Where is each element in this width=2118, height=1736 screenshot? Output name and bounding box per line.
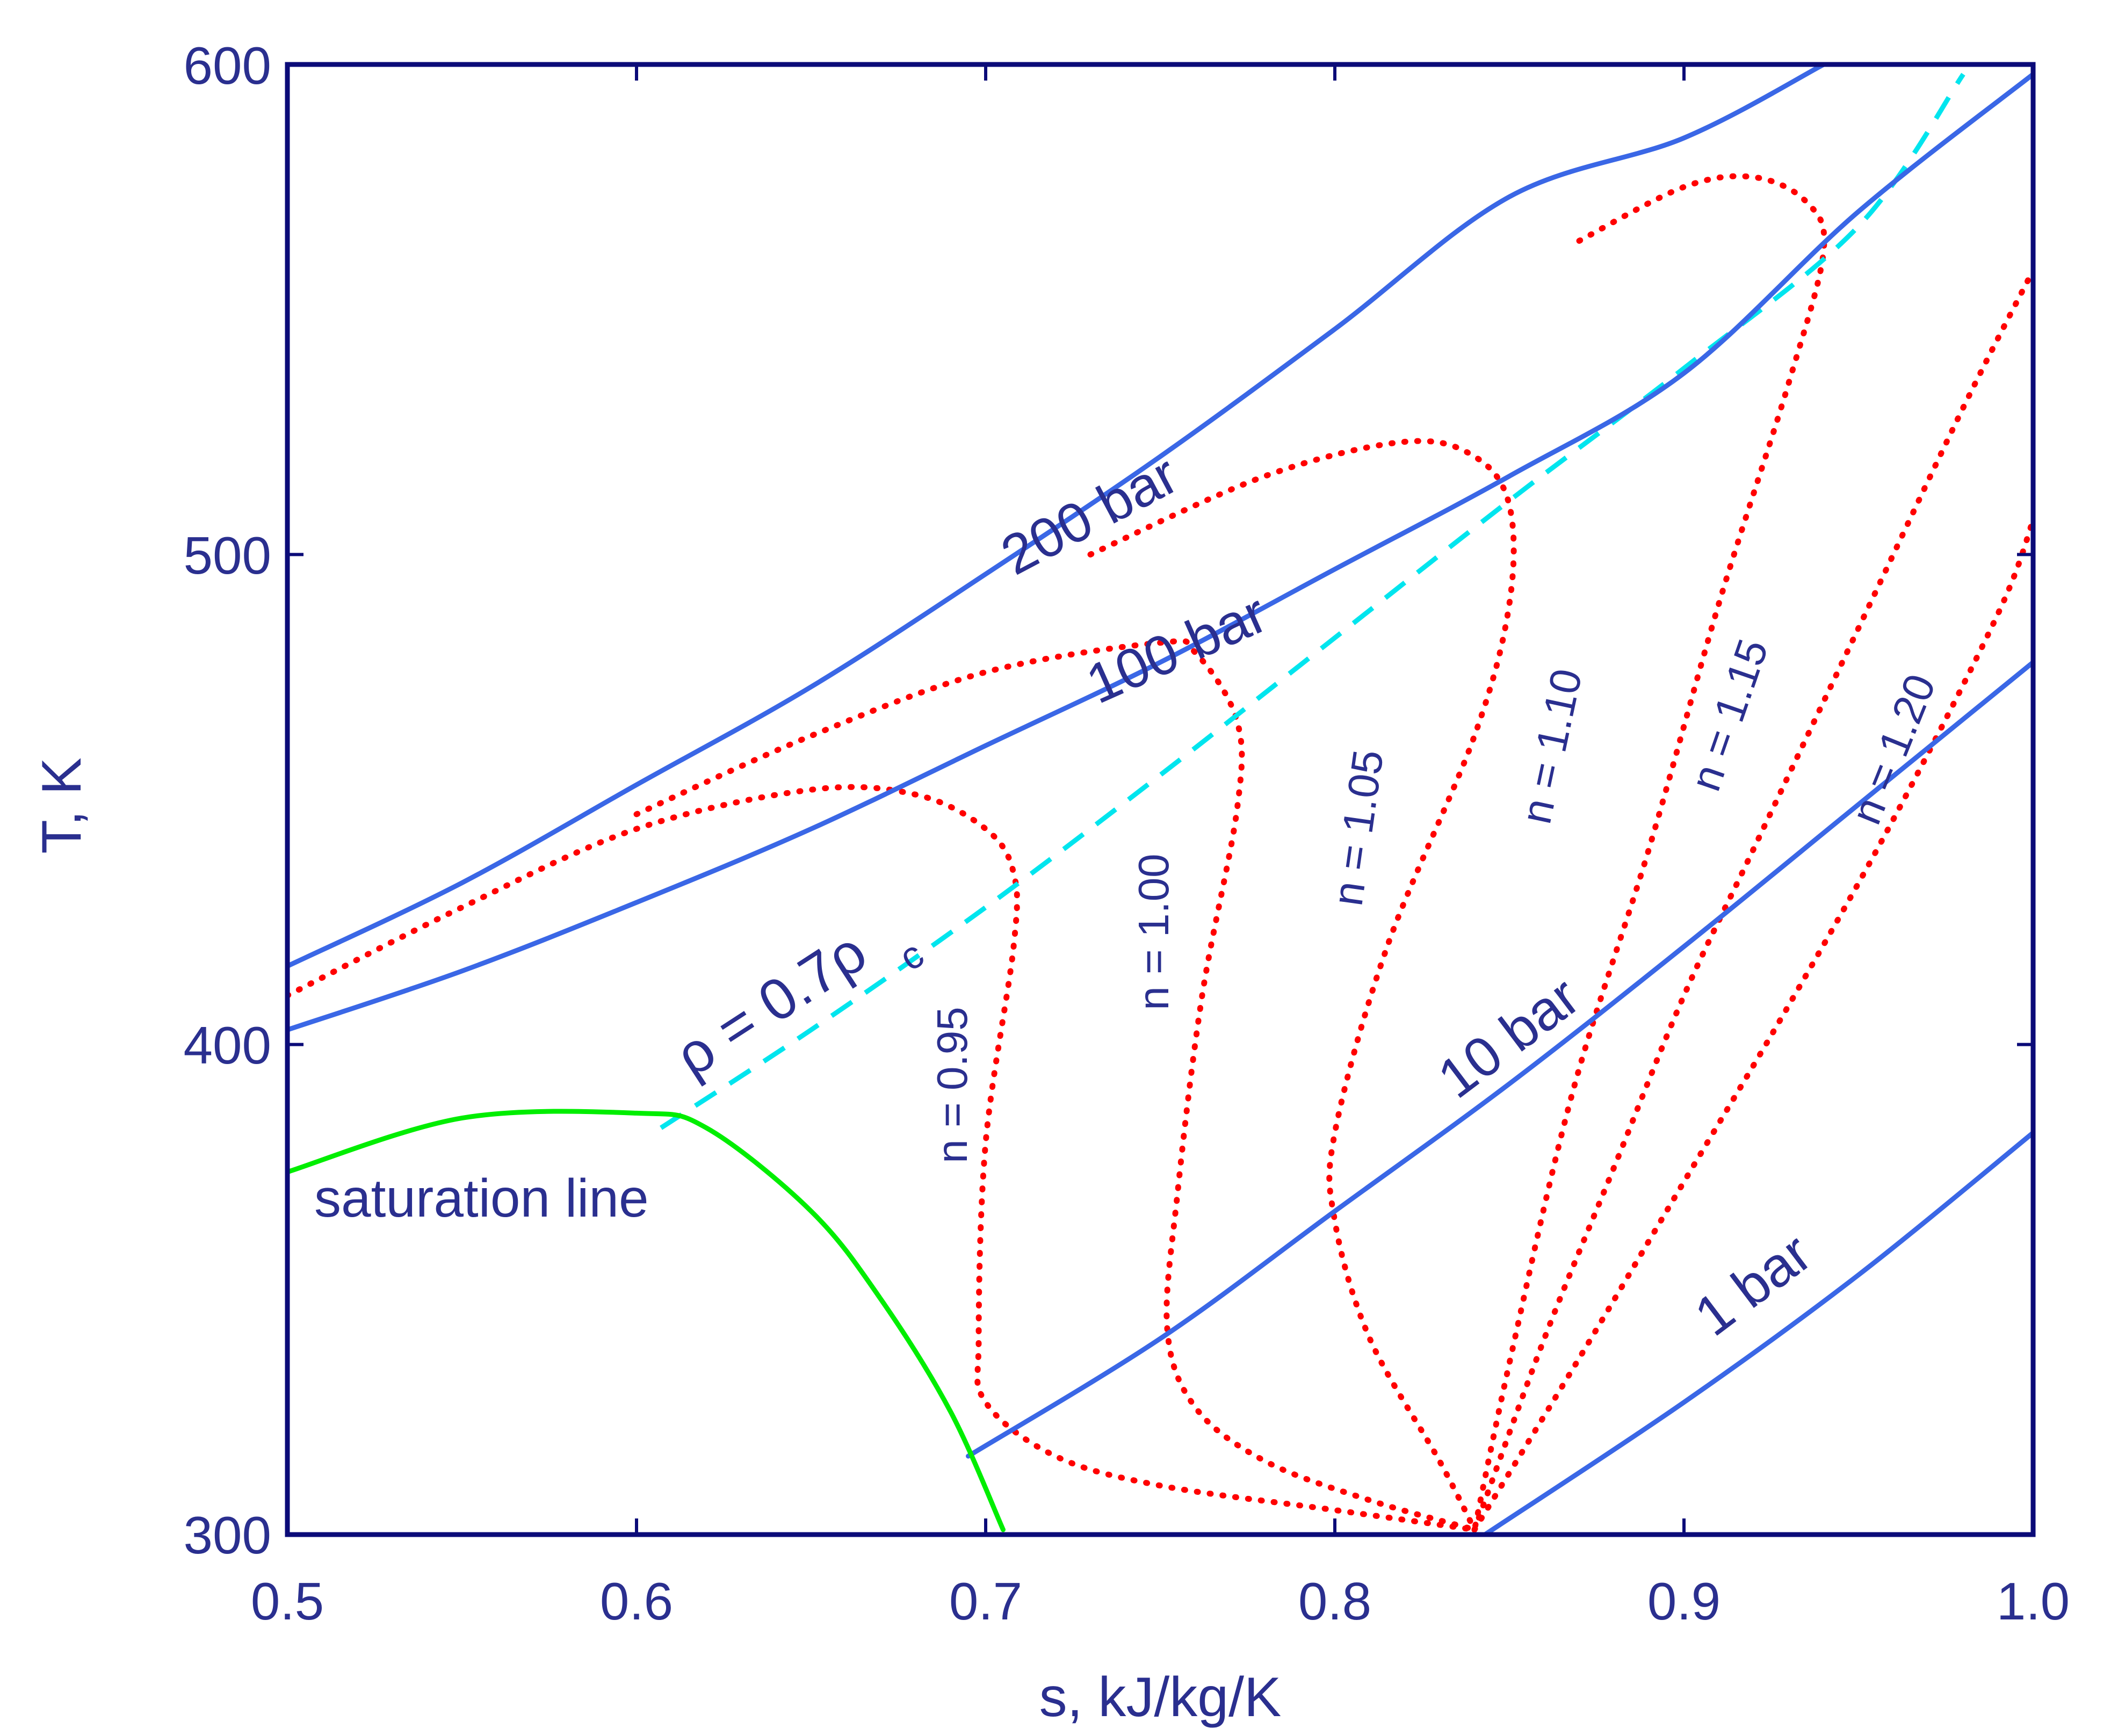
- polytrope-curve-n-1-10: [1471, 173, 1827, 1533]
- label-saturation-line: saturation line: [314, 1168, 649, 1228]
- label-n-0-95: n = 0.95: [928, 1007, 976, 1163]
- label-1-bar: 1 bar: [1683, 1221, 1823, 1348]
- x-axis-title: s, kJ/kg/K: [1039, 1666, 1282, 1728]
- label-n-1-15: n = 1.15: [1681, 633, 1777, 797]
- polytrope-curve-n-1-00: [633, 638, 1478, 1533]
- label-n-1-05: n = 1.05: [1323, 747, 1392, 909]
- x-tick-label: 0.7: [949, 1572, 1022, 1631]
- label-100-bar: 100 bar: [1078, 582, 1276, 715]
- density-curve-0-7: [660, 73, 1965, 1130]
- polytrope-curve-n-1-05: [1087, 438, 1517, 1533]
- y-tick-label: 600: [183, 36, 271, 95]
- polytrope-curve-n-1-20: [1471, 517, 2033, 1533]
- x-tick-labels: 0.5 0.6 0.7 0.8 0.9 1.0: [251, 1572, 2070, 1631]
- isobar-curve-100-bar: [287, 71, 2033, 1032]
- isobar-curve-200-bar: [287, 64, 1826, 969]
- plot-frame: [285, 62, 2036, 1537]
- label-n-1-10: n = 1.10: [1512, 665, 1591, 828]
- x-tick-label: 0.8: [1298, 1572, 1371, 1631]
- x-tick-label: 0.9: [1647, 1572, 1721, 1631]
- y-tick-label: 400: [183, 1016, 271, 1075]
- x-tick-label: 0.5: [251, 1572, 324, 1631]
- label-density-subscript: c: [892, 933, 931, 980]
- x-tick-label: 0.6: [600, 1572, 673, 1631]
- y-axis-title: T, K: [31, 757, 93, 853]
- y-tick-label: 500: [183, 526, 271, 585]
- series-layer: [287, 64, 2033, 1535]
- isobar-curve-1-bar: [1483, 1130, 2033, 1535]
- isobar-curve-10-bar: [966, 660, 2033, 1459]
- polytrope-curve-n-1-15: [1471, 267, 2033, 1533]
- y-tick-labels: 300 400 500 600: [183, 36, 271, 1565]
- tick-layer: [286, 63, 2035, 1536]
- y-tick-label: 300: [183, 1506, 271, 1565]
- x-tick-label: 1.0: [1997, 1572, 2070, 1631]
- saturation-curve-saturation-line: [287, 1109, 1006, 1532]
- label-200-bar: 200 bar: [992, 443, 1188, 587]
- polytrope-curve-n-0-95: [287, 784, 1478, 1533]
- label-n-1-00: n = 1.00: [1130, 853, 1177, 1010]
